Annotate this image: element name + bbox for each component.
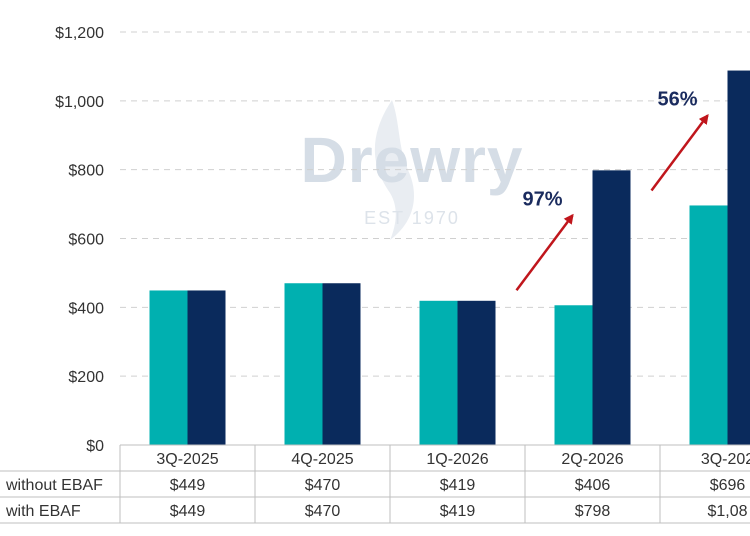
growth-arrow [650,113,709,192]
bar [187,290,226,445]
growth-percent-label: 97% [522,188,562,210]
y-tick-label: $800 [68,163,104,180]
x-tick-label: 3Q-2025 [156,451,218,468]
x-tick-label: 2Q-2026 [561,451,623,468]
data-label: $798 [575,503,611,520]
y-tick-label: $400 [68,300,104,317]
bar [554,305,593,445]
bar [419,300,458,445]
data-label: $470 [305,477,341,494]
series-name-label: without EBAF [5,477,103,494]
y-tick-label: $200 [68,369,104,386]
data-label: $406 [575,477,611,494]
bars [149,70,750,446]
bar [284,283,323,445]
x-tick-label: 1Q-2026 [426,451,488,468]
y-tick-label: $0 [86,438,104,455]
data-label: $449 [170,503,206,520]
data-label: $696 [710,477,746,494]
watermark: Drewry EST 1970 [301,100,524,240]
growth-percent-label: 56% [657,89,697,111]
bar [592,170,631,446]
watermark-flame-icon [374,100,414,240]
data-label: $449 [170,477,206,494]
data-label: $419 [440,477,476,494]
data-label: $419 [440,503,476,520]
bar [322,283,361,445]
watermark-brand: Drewry [301,124,524,196]
growth-annotations: 97% 56% [515,89,709,292]
growth-arrow [515,213,574,292]
y-tick-label: $1,000 [55,94,104,111]
y-axis-ticks: $0 $200 $400 $600 $800 $1,000 $1,200 [55,25,104,455]
y-tick-label: $600 [68,232,104,249]
bar [727,70,750,446]
data-label: $470 [305,503,341,520]
series-name-label: with EBAF [5,503,81,520]
data-label: $1,08 [707,503,747,520]
x-tick-label: 3Q-202 [701,451,750,468]
data-table: 3Q-2025 4Q-2025 1Q-2026 2Q-2026 3Q-202 withou… [0,444,750,524]
x-tick-label: 4Q-2025 [291,451,353,468]
watermark-tagline: EST 1970 [364,208,460,228]
y-tick-label: $1,200 [55,25,104,42]
bar [149,290,188,445]
bar [689,205,728,445]
bar [457,300,496,445]
